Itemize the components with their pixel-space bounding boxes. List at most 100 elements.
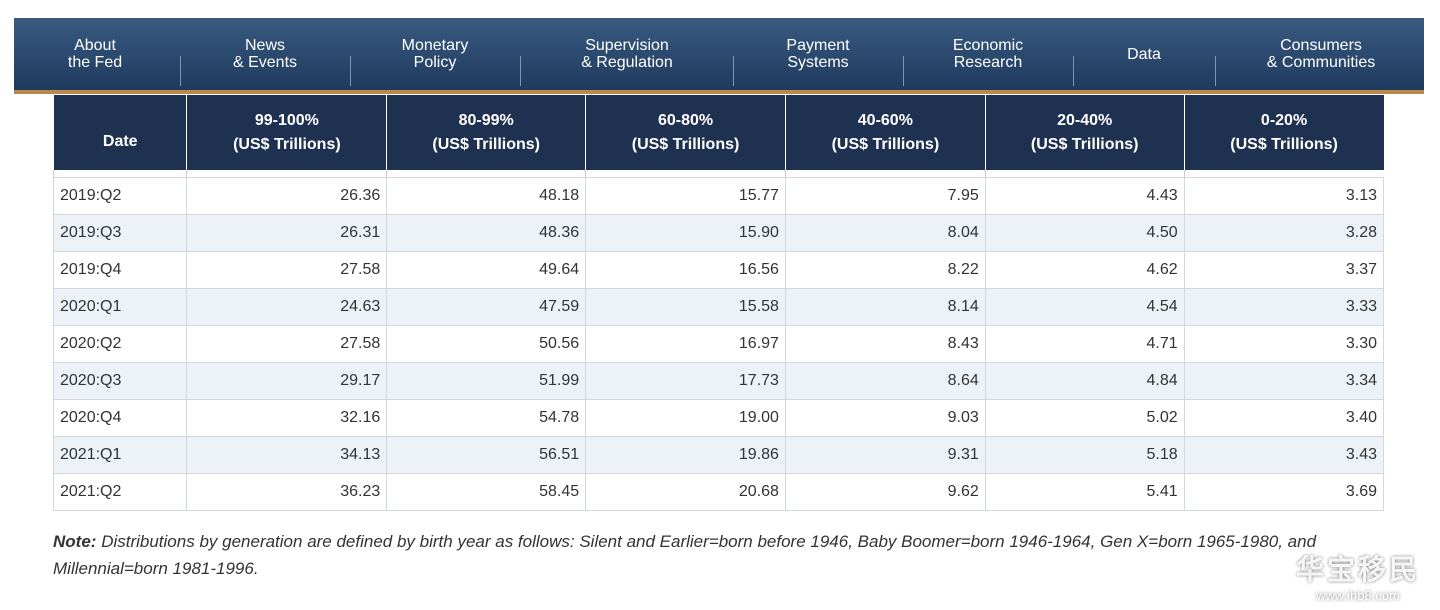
nav-item-line: Payment [786,37,850,54]
value-cell: 24.63 [186,288,388,326]
value-cell: 3.33 [1183,288,1385,326]
value-cell: 3.69 [1183,473,1385,511]
value-cell: 3.28 [1183,214,1385,252]
header-cell: 0-20% (US$ Trillions) [1183,95,1384,170]
value-cell: 19.00 [585,399,786,437]
value-cell: 3.13 [1183,177,1385,215]
value-cell: 9.03 [784,399,986,437]
value-cell: 9.31 [784,436,986,474]
nav-separator [350,56,351,86]
nav-item[interactable]: Supervision & Regulation [581,18,673,90]
header-line: (US$ Trillions) [1230,135,1338,153]
spacer-row [52,170,1384,178]
watermark: 华宝移民 www.ihb8.com [1296,548,1420,603]
value-cell: 54.78 [386,399,587,437]
nav-item[interactable]: Data [1127,18,1161,90]
value-cell: 5.41 [984,473,1185,511]
value-cell: 27.58 [186,251,388,289]
value-cell: 4.54 [984,288,1185,326]
nav-item-line: Consumers [1280,37,1362,54]
value-cell: 15.58 [585,288,786,326]
nav-item[interactable]: Payment Systems [786,18,849,90]
note: Note: Distributions by generation are de… [53,528,1383,582]
value-cell: 3.43 [1183,436,1385,474]
nav-separator [520,56,521,86]
value-cell: 5.18 [984,436,1185,474]
header-line: (US$ Trillions) [233,135,341,153]
header-line: 60-80% [657,111,714,129]
table-row: 2020:Q4 32.16 54.78 19.00 9.03 5.02 3.40 [52,399,1385,437]
spacer-cell [984,170,1185,178]
header-row: Date 99-100% (US$ Trillions) 80-99% (US$ Tri… [52,95,1384,170]
spacer-cell [1183,170,1384,178]
value-cell: 16.56 [585,251,786,289]
value-cell: 15.90 [585,214,786,252]
value-cell: 49.64 [386,251,587,289]
nav-item-line: News [244,37,285,54]
header-line: 80-99% [458,111,514,129]
table-row: 2021:Q1 34.13 56.51 19.86 9.31 5.18 3.43 [52,436,1385,474]
nav-item-line: Research [953,54,1023,71]
table-row: 2020:Q2 27.58 50.56 16.97 8.43 4.71 3.30 [52,325,1385,363]
nav-separator [733,56,734,86]
value-cell: 8.22 [784,251,986,289]
nav-item-line: & Events [232,54,298,71]
value-cell: 4.71 [984,325,1185,363]
value-cell: 34.13 [186,436,388,474]
value-cell: 7.95 [784,177,986,215]
header-cell: Date [52,95,187,170]
nav-item[interactable]: News & Events [233,18,297,90]
nav-separator [1073,56,1074,86]
value-cell: 15.77 [585,177,786,215]
watermark-title: 华宝移民 [1295,554,1420,585]
nav-separator [903,56,904,86]
header-line: 0-20% [1260,111,1308,129]
value-cell: 26.36 [186,177,388,215]
value-cell: 9.62 [784,473,986,511]
table-row: 2020:Q1 24.63 47.59 15.58 8.14 4.54 3.33 [52,288,1385,326]
value-cell: 36.23 [186,473,388,511]
nav-separator [180,56,181,86]
header-line: 40-60% [857,111,913,129]
header-cell: 40-60% (US$ Trillions) [784,95,986,170]
watermark-url: www.ihb8.com [1316,588,1400,603]
nav-item-line: & Regulation [581,54,673,71]
nav-item[interactable]: Economic Research [953,18,1023,90]
nav-item[interactable]: Consumers & Communities [1267,18,1375,90]
value-cell: 4.84 [984,362,1185,400]
value-cell: 50.56 [386,325,587,363]
value-cell: 56.51 [386,436,587,474]
value-cell: 3.40 [1183,399,1385,437]
value-cell: 3.30 [1183,325,1385,363]
value-cell: 19.86 [585,436,786,474]
value-cell: 58.45 [386,473,587,511]
nav-item[interactable]: About the Fed [68,18,122,90]
note-text: Distributions by generation are defined … [53,532,1317,578]
value-cell: 27.58 [186,325,388,363]
value-cell: 47.59 [386,288,587,326]
value-cell: 5.02 [984,399,1185,437]
date-cell: 2019:Q2 [52,177,188,215]
value-cell: 4.43 [984,177,1185,215]
nav-item-line: Monetary [401,37,469,54]
header-line: (US$ Trillions) [432,135,540,153]
nav-item-line: Supervision [585,37,669,54]
data-table: Date 99-100% (US$ Trillions) 80-99% (US$ Tri… [52,95,1385,511]
nav-item[interactable]: Monetary Policy [402,18,469,90]
header-line: Date [102,132,138,150]
header-cell: 99-100% (US$ Trillions) [186,95,387,170]
header-cell: 60-80% (US$ Trillions) [585,95,786,170]
table-row: 2020:Q3 29.17 51.99 17.73 8.64 4.84 3.34 [52,362,1385,400]
value-cell: 8.64 [784,362,986,400]
date-cell: 2019:Q4 [52,251,188,289]
header-cell: 20-40% (US$ Trillions) [984,95,1185,170]
value-cell: 51.99 [386,362,587,400]
header-line: (US$ Trillions) [831,135,940,153]
value-cell: 4.62 [984,251,1185,289]
spacer-cell [52,170,187,178]
date-cell: 2019:Q3 [52,214,188,252]
spacer-cell [784,170,986,178]
date-cell: 2020:Q4 [52,399,188,437]
value-cell: 3.34 [1183,362,1385,400]
